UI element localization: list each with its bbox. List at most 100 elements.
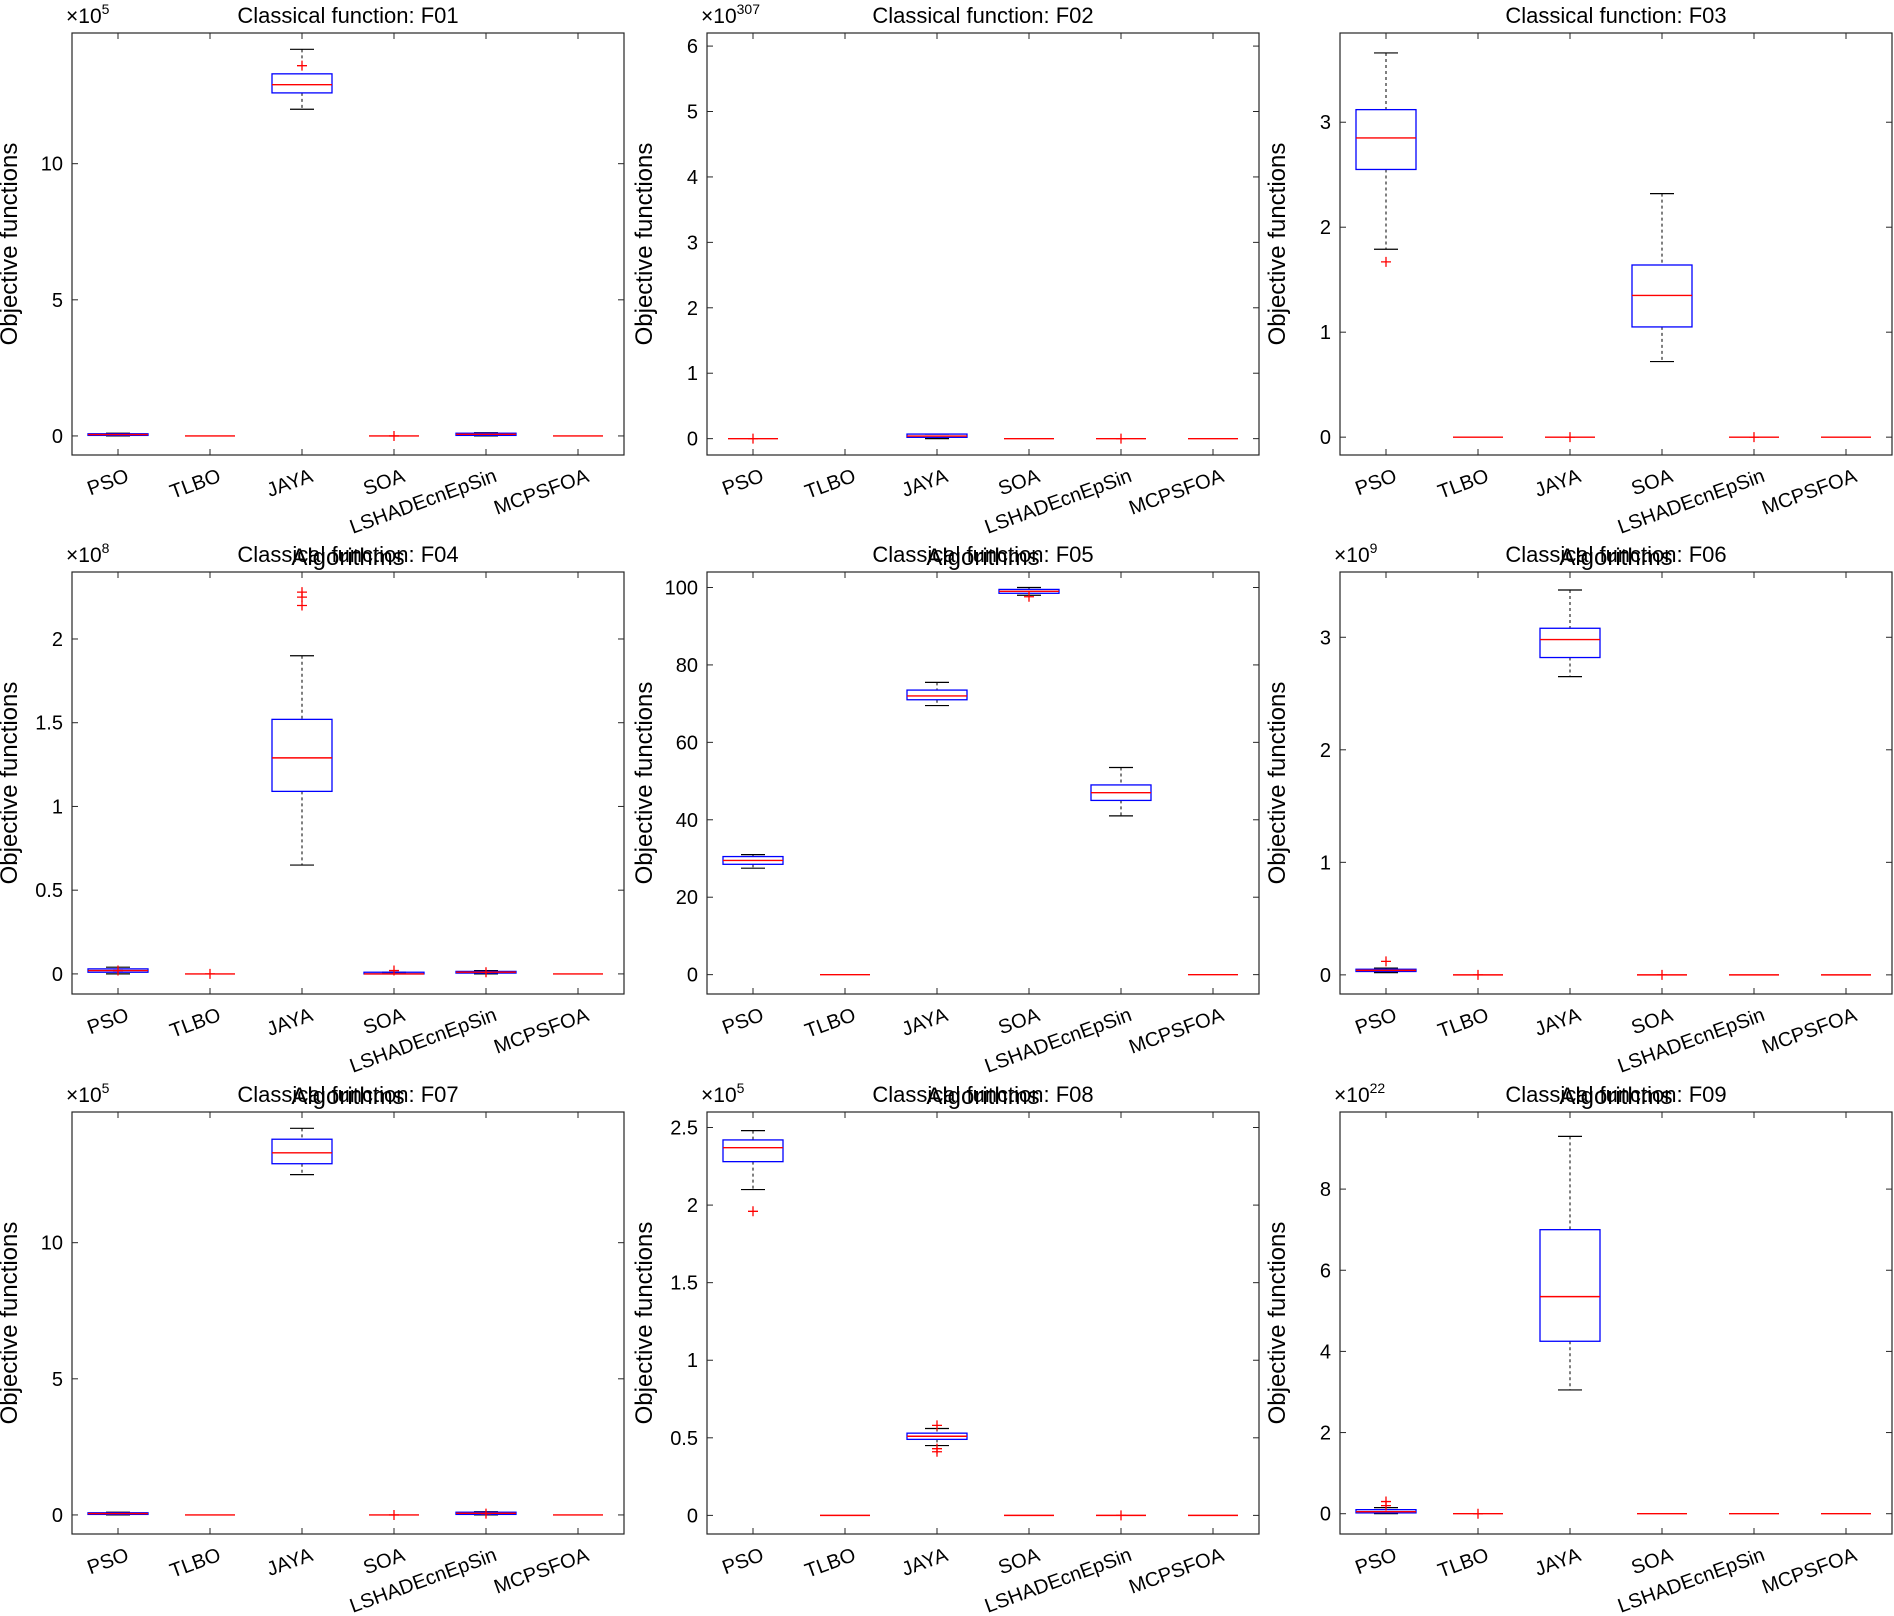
chart-panel-5: Classical function: F05 0 20 40 60 80 100 PSO TL… — [631, 542, 1260, 1110]
chart-panel-8: Classical function: F08 ×105 0 0.5 1 1.5 2 2.5 P… — [631, 1080, 1260, 1616]
y-axis-label: Objective functions — [1264, 682, 1291, 885]
y-tick-label: 2 — [687, 298, 698, 320]
x-tick-label: MCPSFOA — [1759, 1004, 1860, 1059]
outlier-marker — [297, 587, 307, 598]
box-PSO — [1355, 52, 1417, 267]
y-tick-label: 0 — [1320, 427, 1331, 449]
y-tick-label: 1.5 — [35, 713, 63, 735]
x-tick-label: MCPSFOA — [491, 1004, 592, 1059]
x-tick-label: TLBO — [802, 1004, 859, 1043]
chart-panel-3: Classical function: F03 0 1 2 3 PSO TLBO JAYA SO… — [1264, 3, 1893, 571]
y-tick-label: 1 — [1320, 322, 1331, 344]
box-JAYA — [906, 1420, 968, 1457]
x-tick-label: SOA — [1628, 465, 1676, 500]
y-tick-label: 5 — [52, 1369, 63, 1391]
chart-panel-7: Classical function: F07 ×105 0 5 10 PSO TLBO JA… — [0, 1080, 625, 1616]
plot-frame — [706, 571, 1260, 995]
chart-title: Classical function: F09 — [1505, 1082, 1726, 1107]
y-axis-label: Objective functions — [631, 1222, 658, 1425]
outlier-marker — [297, 60, 307, 71]
chart-panel-4: Classical function: F04 ×108 0 0.5 1 1.5 2 PSO T… — [0, 540, 625, 1110]
chart-title: Classical function: F05 — [872, 542, 1093, 567]
axis-exponent-label: ×108 — [66, 540, 110, 567]
y-axis-label: Objective functions — [631, 682, 658, 885]
axis-exponent-label: ×109 — [1334, 540, 1378, 567]
x-axis-label: Algorithms — [926, 1083, 1039, 1110]
outlier-marker — [1749, 432, 1759, 443]
y-tick-label: 4 — [1320, 1341, 1331, 1363]
y-tick-label: 2 — [687, 1195, 698, 1217]
plot-frame — [1339, 32, 1893, 456]
x-tick-label: SOA — [360, 465, 408, 500]
x-tick-label: MCPSFOA — [491, 1544, 592, 1599]
y-tick-label: 3 — [687, 232, 698, 254]
y-tick-label: 10 — [41, 154, 63, 176]
axis-exponent-label: ×10307 — [701, 1, 760, 28]
chart-panel-6: Classical function: F06 ×109 0 1 2 3 PSO TLBO JA… — [1264, 540, 1893, 1110]
box-PSO — [1355, 956, 1417, 974]
plot-frame — [71, 32, 625, 456]
y-tick-label: 80 — [676, 655, 698, 677]
x-axis-label: Algorithms — [926, 544, 1039, 571]
y-axis-label: Objective functions — [0, 1222, 23, 1425]
y-tick-label: 3 — [1320, 112, 1331, 134]
x-tick-label: PSO — [84, 1004, 131, 1039]
outlier-marker — [481, 1508, 491, 1519]
y-axis-label: Objective functions — [1264, 1222, 1291, 1425]
x-tick-label: MCPSFOA — [1126, 1004, 1227, 1059]
box-LSHADEcnEpSin — [1090, 766, 1152, 817]
box-JAYA — [271, 1127, 333, 1176]
box-SOA — [363, 965, 425, 976]
outlier-marker — [1024, 591, 1034, 602]
box-LSHADEcnEpSin — [455, 967, 517, 978]
iqr-box — [906, 689, 968, 701]
x-tick-label: MCPSFOA — [1126, 1544, 1227, 1599]
x-tick-label: JAYA — [1532, 465, 1584, 502]
x-tick-label: PSO — [719, 1544, 766, 1579]
x-tick-label: JAYA — [264, 1004, 316, 1041]
outlier-marker — [1473, 969, 1483, 980]
outlier-marker — [748, 433, 758, 444]
box-PSO — [87, 432, 149, 437]
outlier-marker — [1565, 432, 1575, 443]
x-tick-label: MCPSFOA — [1759, 465, 1860, 520]
y-tick-label: 0 — [52, 1505, 63, 1527]
outlier-marker — [1657, 969, 1667, 980]
x-tick-label: SOA — [995, 465, 1043, 500]
y-tick-label: 6 — [1320, 1260, 1331, 1282]
y-tick-label: 0 — [687, 965, 698, 987]
y-tick-label: 1.5 — [670, 1273, 698, 1295]
outlier-marker — [389, 965, 399, 976]
outlier-marker — [389, 430, 399, 441]
plot-frame — [71, 571, 625, 995]
iqr-box — [271, 718, 333, 793]
y-tick-label: 100 — [665, 577, 698, 599]
y-tick-label: 2 — [1320, 1423, 1331, 1445]
x-tick-label: JAYA — [899, 465, 951, 502]
chart-title: Classical function: F07 — [237, 1082, 458, 1107]
y-tick-label: 2.5 — [670, 1118, 698, 1140]
x-axis-label: Algorithms — [291, 544, 404, 571]
plot-frame — [706, 1111, 1260, 1535]
box-JAYA — [1545, 432, 1595, 443]
box-JAYA — [271, 48, 333, 110]
y-tick-label: 6 — [687, 36, 698, 58]
x-tick-label: MCPSFOA — [1126, 465, 1227, 520]
box-LSHADEcnEpSin — [1096, 1510, 1146, 1521]
x-tick-label: PSO — [84, 465, 131, 500]
outlier-marker — [748, 1206, 758, 1217]
y-tick-label: 60 — [676, 732, 698, 754]
box-PSO — [722, 1130, 784, 1217]
chart-title: Classical function: F01 — [237, 3, 458, 28]
axis-exponent-label: ×1022 — [1334, 1080, 1385, 1107]
x-tick-label: TLBO — [1435, 1004, 1492, 1043]
y-tick-label: 3 — [1320, 627, 1331, 649]
y-tick-label: 0 — [52, 426, 63, 448]
x-tick-label: MCPSFOA — [491, 465, 592, 520]
x-tick-label: SOA — [1628, 1544, 1676, 1579]
box-PSO — [1355, 1496, 1417, 1515]
iqr-box — [271, 73, 333, 94]
x-tick-label: JAYA — [899, 1544, 951, 1581]
box-TLBO — [185, 968, 235, 979]
outlier-marker — [389, 1509, 399, 1520]
